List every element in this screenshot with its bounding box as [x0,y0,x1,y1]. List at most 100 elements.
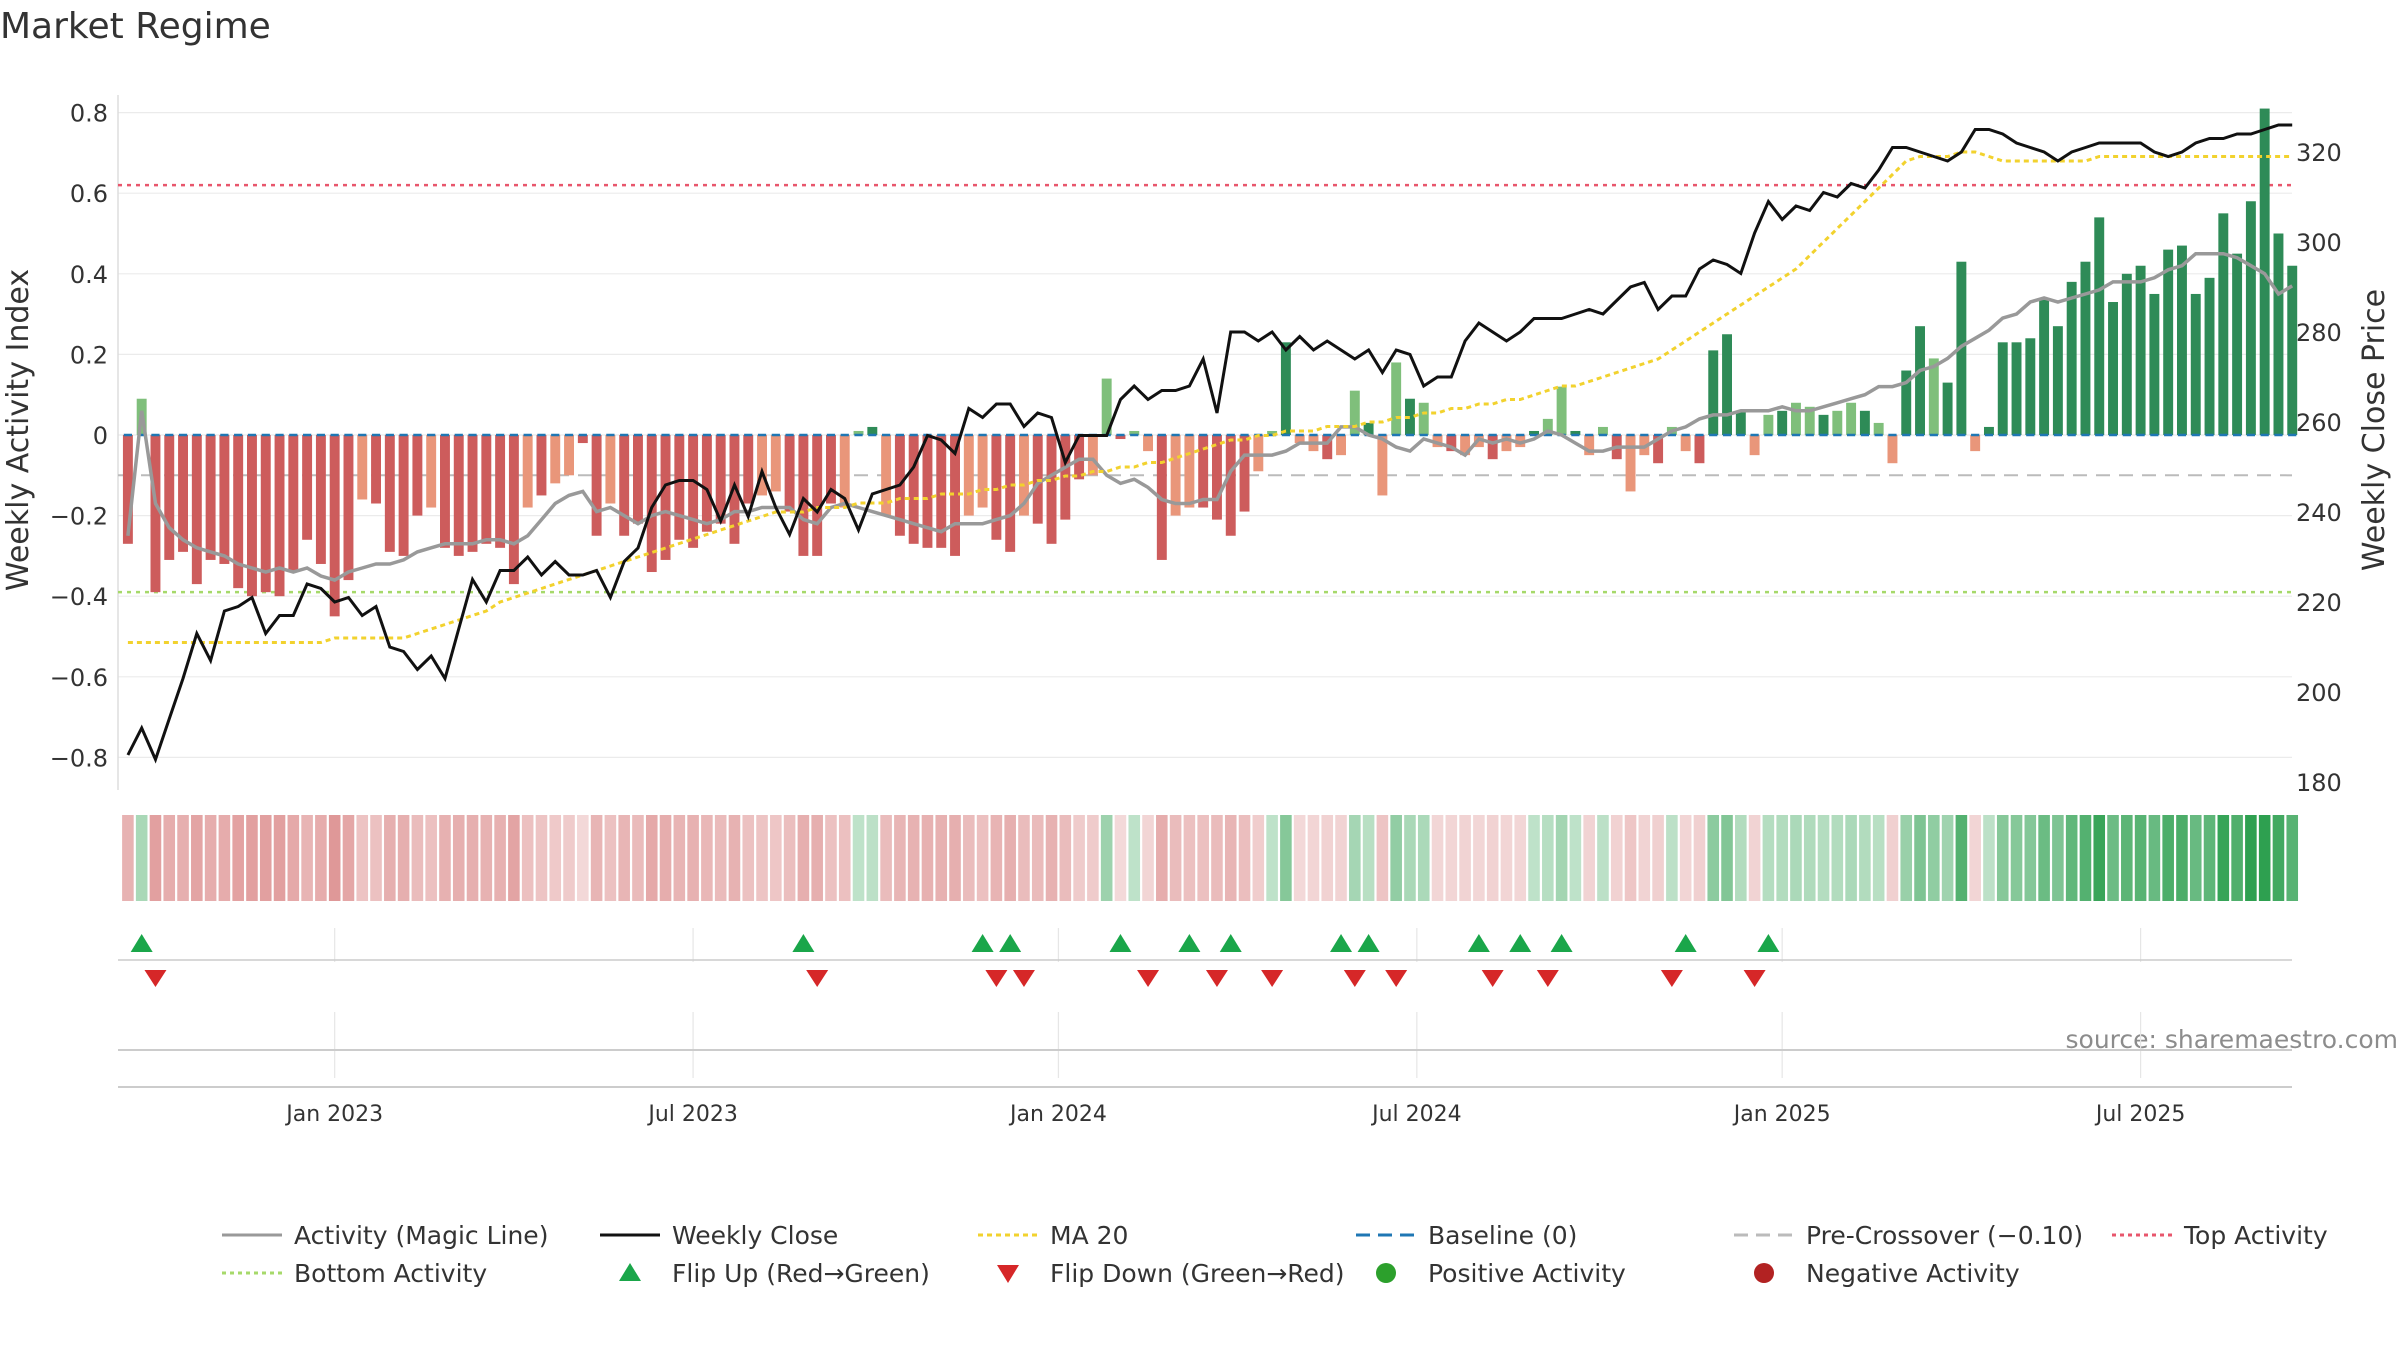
activity-bar [2218,213,2229,435]
regime-strip-cell [1638,815,1651,901]
activity-bar [1529,430,1539,435]
x-tick-label: Jan 2023 [284,1102,383,1127]
activity-bar [2135,265,2146,435]
regime-strip-cell [976,815,989,901]
activity-bar [1501,435,1512,452]
legend-label: Flip Up (Red→Green) [672,1259,930,1288]
regime-strip-cell [563,815,575,901]
activity-bar [1777,410,1788,435]
flip-up-marker [999,934,1022,952]
activity-bar [1018,435,1029,516]
flip-up-marker [792,934,815,952]
activity-bar [715,435,726,524]
regime-strip-cell [797,815,810,901]
regime-strip-cell [1073,815,1085,901]
flip-down-marker [1743,970,1766,987]
regime-strip-cell [1197,815,1209,901]
activity-bar [302,435,313,540]
activity-bar [1377,435,1388,496]
regime-strip-cell [618,815,630,901]
activity-bar [605,435,616,504]
activity-bar [1887,435,1898,464]
flip-up-marker [1509,934,1532,952]
regime-strip-cell [838,815,851,901]
activity-bar [1074,435,1085,480]
activity-bar [522,435,533,508]
regime-strip-cell [1031,815,1044,901]
activity-bar [2066,281,2077,435]
regime-strip-cell [1583,815,1595,901]
activity-bar [384,435,395,552]
activity-bar [1115,435,1126,440]
activity-bar [2080,261,2091,435]
regime-strip-cell [480,815,493,901]
flip-up-marker [971,934,994,952]
activity-bar [1942,382,1953,435]
activity-bar [1928,358,1939,435]
flip-down-marker [1343,970,1366,987]
flip-down-marker [1012,970,1035,987]
activity-bar [2273,233,2284,435]
regime-strip-cell [2217,815,2230,901]
activity-bar [1363,422,1374,435]
regime-strip-cell [1059,815,1072,901]
activity-bar [329,435,340,617]
regime-strip-cell [2121,815,2133,901]
regime-strip-cell [1624,815,1637,901]
legend-label: Activity (Magic Line) [294,1221,548,1250]
regime-strip-cell [1776,815,1788,901]
regime-strip-cell [590,815,603,901]
activity-bar [150,435,161,593]
activity-bar [1225,435,1236,536]
regime-strip-cell [384,815,396,901]
activity-bar [164,435,175,560]
left-axis-label: Weekly Activity Index [1,269,36,591]
regime-strip-cell [2065,815,2078,901]
right-tick-label: 320 [2296,139,2342,167]
regime-strip-cell [1528,815,1540,901]
activity-bar [688,435,699,548]
regime-strip-cell [1831,815,1844,901]
regime-strip-cell [1693,815,1706,901]
regime-strip-cell [1900,815,1913,901]
activity-bar [1349,390,1360,435]
regime-strip-cell [1087,815,1099,901]
activity-bar [1694,435,1705,464]
regime-strip-cell [1610,815,1623,901]
regime-strip-cell [2038,815,2050,901]
activity-bar [274,435,285,597]
activity-bar [784,435,795,512]
regime-strip-cell [1928,815,1940,901]
regime-strip-cell [880,815,892,901]
activity-bar [233,435,244,589]
regime-strip-cell [1762,815,1775,901]
regime-strip-cell [756,815,768,901]
activity-bar [729,435,740,544]
activity-bar [1901,370,1912,435]
flip-down-marker [1660,970,1683,987]
activity-bar [1487,435,1498,460]
activity-bar [2287,265,2298,435]
legend-label: Weekly Close [672,1221,838,1250]
regime-strip-cell [1211,815,1223,901]
flip-down-marker [1481,970,1504,987]
activity-bar [1404,398,1415,435]
regime-strip-cell [990,815,1003,901]
regime-strip-cell [2148,815,2161,901]
activity-bar [1515,435,1526,448]
activity-bar [1460,435,1471,456]
activity-bar [495,435,506,548]
activity-bar [1597,426,1608,435]
activity-bar [564,435,574,476]
activity-bar [426,435,437,508]
regime-strip-cell [466,815,479,901]
regime-strip-cell [1156,815,1168,901]
activity-bar [1983,426,1994,435]
flip-down-marker [1205,970,1228,987]
regime-strip-cell [2203,815,2216,901]
regime-strip-cell [2010,815,2023,901]
flip-up-marker [1330,934,1353,952]
regime-strip-cell [1817,815,1830,901]
activity-bar [922,435,933,548]
left-tick-label: 0.6 [70,180,108,208]
